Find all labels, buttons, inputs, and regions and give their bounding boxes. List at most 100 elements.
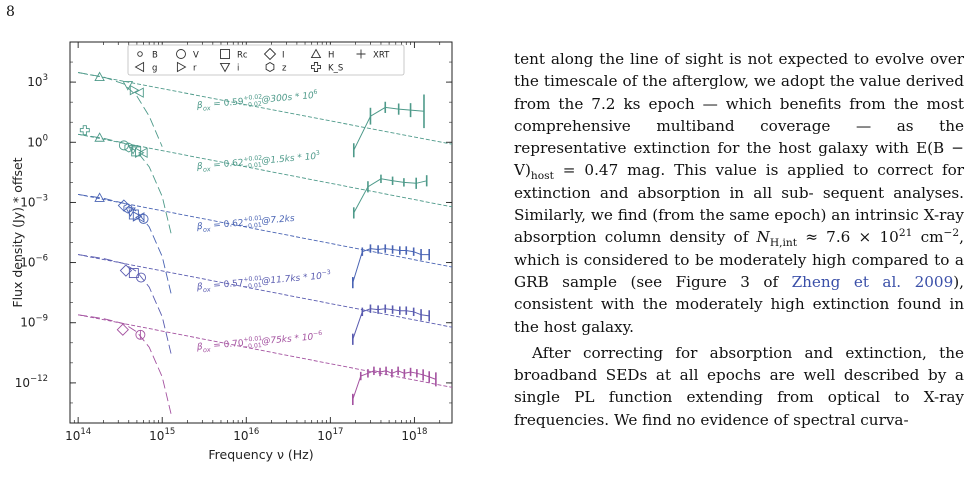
powerlaw-fit-line — [78, 193, 452, 268]
photometry-point-hexagon — [123, 203, 133, 214]
photometry-point-triangle-right — [129, 84, 140, 96]
photometry-point-triangle-left — [134, 87, 144, 98]
legend-marker-cross — [311, 62, 321, 72]
annotation-base: β — [195, 162, 203, 173]
photometry-point-triangle-left — [138, 147, 148, 159]
x-tick-exp: 14 — [80, 427, 91, 437]
legend-marker-triangle-up — [310, 48, 322, 59]
annotation-lower: −0.01 — [243, 222, 263, 231]
annotation-base: β — [195, 222, 203, 233]
annotation-tail: @1.5ks * 10 — [261, 152, 317, 167]
y-tick-exp: −12 — [30, 374, 48, 384]
legend-label: H — [328, 50, 334, 60]
y-tick-label: 10−9 — [20, 314, 48, 330]
legend-marker-triangle-right — [176, 61, 187, 73]
x-tick-exp: 16 — [249, 427, 260, 437]
photometry-point-cross — [79, 125, 90, 136]
annotation-sup: +0.01 — [243, 215, 263, 224]
photometry-point-square — [128, 268, 139, 279]
annotation-sup: +0.02 — [243, 93, 263, 102]
sed-epoch-5 — [78, 314, 452, 418]
photometry-point-triangle-right — [132, 211, 143, 222]
xray-model-line — [352, 370, 437, 400]
powerlaw-fit-line — [78, 72, 452, 145]
paragraph-2: After correcting for absorption and exti… — [514, 343, 964, 429]
legend-label: XRT — [373, 50, 390, 60]
annotation-lower: −0.01 — [243, 162, 263, 171]
plot-frame — [69, 41, 453, 424]
y-tick-exp: −9 — [35, 314, 48, 324]
photometry-point-plus-circle — [135, 329, 146, 340]
sed-figure: 1014 1015 1016 1017 1018 103 100 10−3 10−6 10−9 10… — [0, 18, 480, 479]
annotation-tail: @75ks * 10 — [261, 333, 314, 348]
beta-ox-annotation: βox = 0.70+0.01−0.01@75ks * 10−6 — [195, 330, 323, 355]
x-tick-exp: 15 — [164, 427, 175, 437]
legend-label: i — [237, 63, 239, 73]
annotation-lower: −0.01 — [243, 282, 263, 291]
annotation-sub: ox — [203, 285, 212, 294]
photometry-point-triangle-down — [125, 207, 136, 217]
x-axis-label: Frequency ν (Hz) — [208, 447, 313, 462]
legend-marker-diamond — [263, 47, 277, 61]
legend-label: g — [152, 63, 157, 73]
y-tick-exp: −6 — [35, 254, 48, 264]
annotation-base: β — [195, 342, 203, 353]
annotation-tail: @11.7ks * 10 — [261, 272, 323, 287]
annotation-tail: @7.2ks — [261, 214, 295, 227]
legend-label: I — [282, 50, 285, 60]
x-tick-exp: 17 — [333, 427, 344, 437]
plot-area — [78, 71, 452, 418]
y-tick-label: 100 — [27, 133, 48, 149]
annotation-sup: +0.01 — [243, 275, 263, 284]
legend-marker-triangle-down — [219, 62, 231, 73]
body-text-column: tent along the line of sight is not expe… — [514, 48, 964, 431]
x-tick-label: 1016 — [233, 427, 259, 443]
photometry-point-triangle-left — [134, 212, 145, 223]
y-tick-label: 103 — [27, 73, 48, 89]
x-tick-label: 1018 — [401, 427, 427, 443]
xray-model-line — [352, 248, 430, 283]
photometry-point-triangle-up — [94, 71, 105, 82]
sed-chart: 1014 1015 1016 1017 101810310010−310−610−910… — [10, 41, 453, 462]
legend-label: Rc — [237, 50, 248, 60]
citation-link[interactable]: Zheng et al. 2009 — [791, 272, 954, 291]
legend-label: V — [193, 50, 199, 60]
annotation-tail-sup: −6 — [313, 330, 323, 338]
annotation-tail: @300s * 10 — [261, 91, 314, 106]
beta-ox-annotation: βox = 0.62+0.02−0.01@1.5ks * 103 — [195, 150, 320, 175]
annotation-sup: +0.01 — [243, 335, 263, 344]
photometry-point-triangle-right — [134, 147, 145, 159]
sed-epoch-2 — [78, 125, 452, 237]
annotation-sub: ox — [203, 346, 212, 355]
photometry-point-diamond — [116, 323, 129, 336]
extinction-model-curve — [78, 72, 163, 147]
sed-epoch-3 — [78, 192, 452, 297]
y-tick-exp: −3 — [35, 193, 48, 203]
sed-epoch-1 — [78, 71, 452, 158]
photometry-point-circle — [138, 213, 149, 224]
x-tick-label: 1017 — [317, 427, 343, 443]
x-tick-label: 1015 — [149, 427, 175, 443]
photometry-point-triangle-up — [94, 132, 105, 142]
annotation-eq: = 0.57 — [210, 279, 244, 292]
annotation-tail-sup: −3 — [321, 269, 331, 277]
photometry-point-circle — [136, 272, 146, 283]
legend-marker-triangle-left — [134, 61, 145, 73]
y-axis-label: Flux density (Jy) * offset — [10, 157, 25, 307]
annotation-tail-sup: 3 — [316, 150, 321, 157]
beta-ox-annotation: βox = 0.59+0.02−0.02@300s * 106 — [195, 89, 318, 114]
xray-model-line — [353, 106, 425, 151]
annotation-eq: = 0.70 — [210, 339, 244, 352]
annotation-sub: ox — [203, 104, 212, 113]
annotation-base: β — [195, 101, 203, 112]
x-tick-exp: 18 — [417, 427, 428, 437]
annotation-lower: −0.02 — [243, 101, 263, 110]
legend-label: r — [193, 63, 197, 73]
sed-epoch-4 — [78, 254, 452, 357]
photometry-point-triangle-up — [94, 192, 105, 202]
powerlaw-fit-line — [78, 314, 452, 388]
legend-marker-circle-small — [137, 51, 143, 57]
annotation-base: β — [195, 282, 203, 293]
powerlaw-fit-line — [78, 133, 452, 208]
y-tick-exp: 3 — [43, 73, 48, 83]
